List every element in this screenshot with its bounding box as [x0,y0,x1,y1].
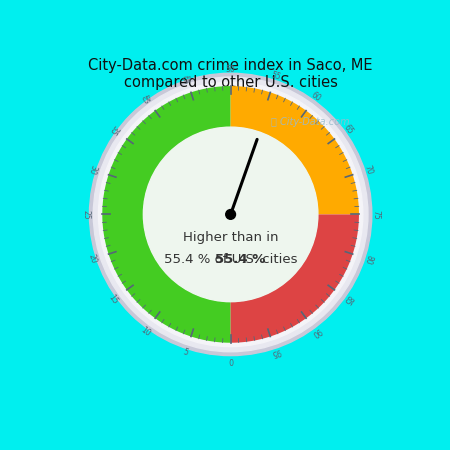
Text: 5: 5 [182,347,189,357]
Text: 15: 15 [107,293,120,306]
Text: City-Data.com crime index in Saco, ME
compared to other U.S. cities: City-Data.com crime index in Saco, ME co… [88,58,373,90]
Circle shape [226,210,235,219]
Circle shape [144,127,318,302]
Text: 10: 10 [139,325,152,338]
Text: 35: 35 [107,122,120,136]
Text: 70: 70 [363,164,374,176]
Text: 55.4 %: 55.4 % [215,253,266,266]
Circle shape [90,73,372,356]
Circle shape [93,77,368,352]
Text: 30: 30 [87,164,99,176]
Text: 55.4 % of U.S. cities: 55.4 % of U.S. cities [164,253,297,266]
Text: Higher than in: Higher than in [183,231,279,244]
Text: 75: 75 [371,210,380,219]
Text: 90: 90 [309,325,323,338]
Text: 60: 60 [309,90,323,104]
Text: 80: 80 [363,253,374,265]
Text: 0: 0 [228,355,233,364]
Circle shape [99,82,363,346]
Text: 45: 45 [180,71,192,82]
Text: ⓘ City-Data.com: ⓘ City-Data.com [271,117,350,127]
Text: 65: 65 [342,122,355,136]
Polygon shape [230,214,359,343]
Text: 55: 55 [270,71,281,82]
Text: 25: 25 [81,210,90,219]
Polygon shape [230,86,359,214]
Text: 50: 50 [226,65,235,74]
Text: 40: 40 [139,90,152,104]
Text: 95: 95 [270,346,281,358]
Text: 20: 20 [87,253,99,265]
Polygon shape [102,86,230,343]
Text: 85: 85 [342,293,355,306]
